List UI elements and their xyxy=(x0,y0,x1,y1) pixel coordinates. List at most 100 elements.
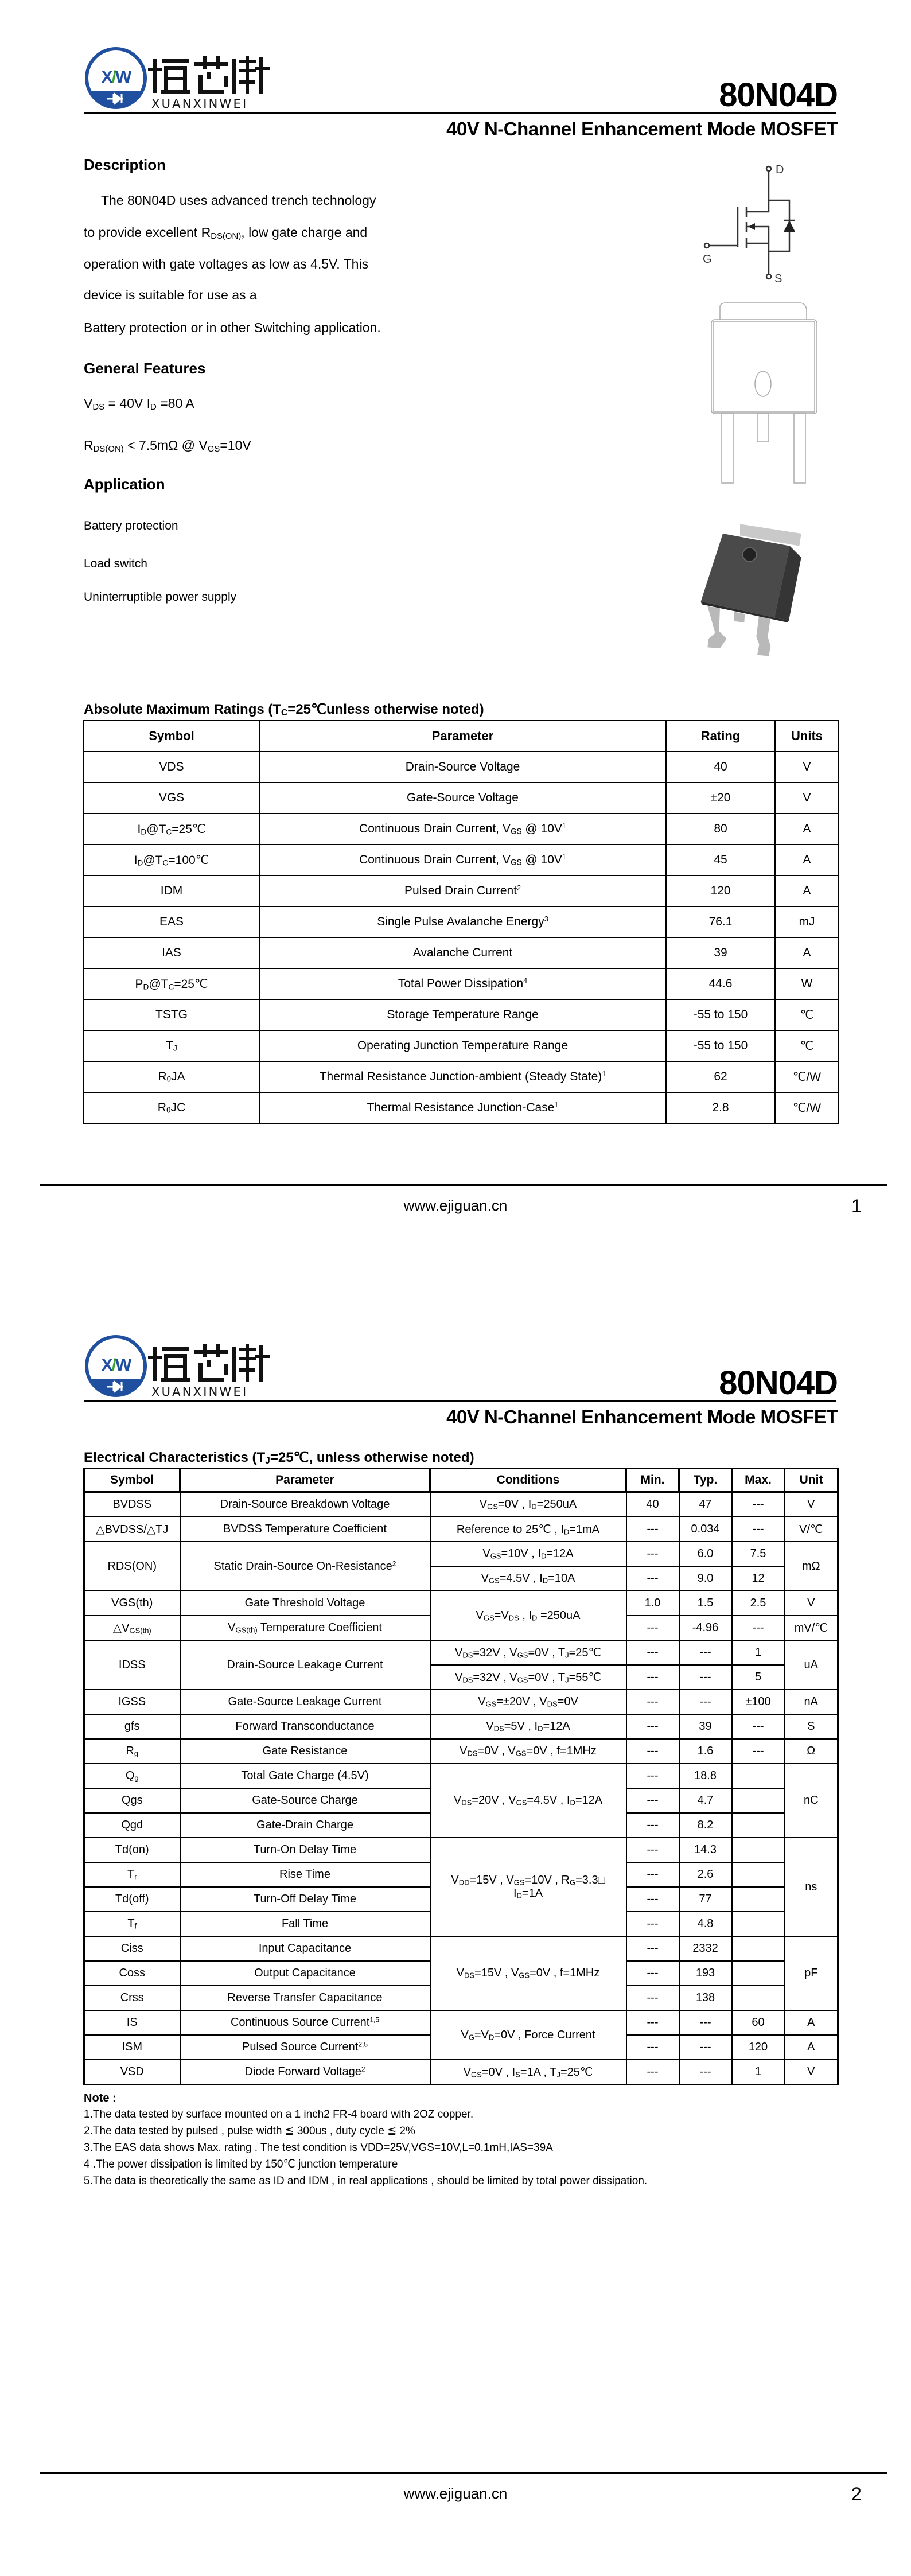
min-cell: --- xyxy=(625,1615,680,1641)
typ-cell: 18.8 xyxy=(678,1763,733,1789)
min-cell: --- xyxy=(625,1837,680,1863)
unit-cell: W xyxy=(774,968,839,1000)
ratings-table-title: Absolute Maximum Ratings (TC=25℃unless o… xyxy=(84,702,484,718)
max-cell: 1 xyxy=(731,2059,785,2085)
table-row: ID@TC=25℃ Continuous Drain Current, VGS @… xyxy=(83,813,839,845)
absolute-maximum-ratings-table: Symbol Parameter Rating Units VDS Drain-Sour… xyxy=(83,720,839,1124)
typ-cell: 47 xyxy=(678,1491,733,1517)
max-cell xyxy=(731,1960,785,1986)
company-logo: X/W XUANXINWEI xyxy=(85,47,270,110)
conditions-cell: VGS=±20V , VDS=0V xyxy=(429,1689,627,1715)
conditions-cell: VDS=32V , VGS=0V , TJ=55℃ xyxy=(429,1664,627,1690)
parameter-cell: Diode Forward Voltage2 xyxy=(179,2059,431,2085)
typ-cell: --- xyxy=(678,2010,733,2036)
min-cell: --- xyxy=(625,1516,680,1542)
description-line: device is suitable for use as a xyxy=(84,287,257,302)
max-cell: 120 xyxy=(731,2034,785,2060)
header-divider xyxy=(84,1400,836,1402)
typ-cell: --- xyxy=(678,2059,733,2085)
typ-cell: 77 xyxy=(678,1886,733,1912)
max-cell: 60 xyxy=(731,2010,785,2036)
table-row: Tf Fall Time --- 4.8 xyxy=(83,1911,838,1937)
conditions-cell: VG=VD=0V , Force Current xyxy=(429,2010,627,2060)
max-cell: --- xyxy=(731,1714,785,1740)
unit-cell: ℃/W xyxy=(774,1092,839,1124)
conditions-cell: VDD=15V , VGS=10V , RG=3.3□ ID=1A xyxy=(429,1837,627,1937)
unit-cell: A xyxy=(774,875,839,907)
package-outline-drawing xyxy=(711,302,817,484)
conditions-cell: VGS=0V , ID=250uA xyxy=(429,1491,627,1517)
min-cell: --- xyxy=(625,1886,680,1912)
parameter-cell: Operating Junction Temperature Range xyxy=(259,1030,667,1062)
min-cell: --- xyxy=(625,1862,680,1888)
unit-cell: A xyxy=(784,2010,839,2036)
max-cell: 7.5 xyxy=(731,1541,785,1567)
symbol-cell: ISM xyxy=(83,2034,181,2060)
rating-cell: 80 xyxy=(665,813,776,845)
svg-text:XUANXINWEI: XUANXINWEI xyxy=(151,1385,248,1398)
description-line: to provide excellent RDS(ON), low gate c… xyxy=(84,225,368,241)
application-heading: Application xyxy=(84,476,165,493)
unit-cell: uA xyxy=(784,1640,839,1690)
unit-cell: pF xyxy=(784,1936,839,2011)
unit-cell: mV/℃ xyxy=(784,1615,839,1641)
table-row: TJ Operating Junction Temperature Range -5… xyxy=(83,1030,839,1062)
parameter-cell: Drain-Source Breakdown Voltage xyxy=(179,1491,431,1517)
unit-cell: A xyxy=(774,844,839,876)
typ-cell: 193 xyxy=(678,1960,733,1986)
conditions-cell: Reference to 25℃ , ID=1mA xyxy=(429,1516,627,1542)
parameter-cell: Fall Time xyxy=(179,1911,431,1937)
features-heading: General Features xyxy=(84,360,206,377)
symbol-cell: IDSS xyxy=(83,1640,181,1690)
max-cell xyxy=(731,1886,785,1912)
table-row: Coss Output Capacitance --- 193 xyxy=(83,1960,838,1986)
symbol-cell: EAS xyxy=(83,906,260,938)
max-cell xyxy=(731,1763,785,1789)
parameter-cell: Forward Transconductance xyxy=(179,1714,431,1740)
unit-cell: V xyxy=(784,2059,839,2085)
unit-cell: A xyxy=(774,813,839,845)
parameter-cell: Continuous Source Current1,5 xyxy=(179,2010,431,2036)
table-row: BVDSS Drain-Source Breakdown Voltage VGS=0… xyxy=(83,1491,839,1517)
description-line: The 80N04D uses advanced trench technolo… xyxy=(101,193,376,208)
typ-cell: --- xyxy=(678,1664,733,1690)
product-subtitle: 40V N-Channel Enhancement Mode MOSFET xyxy=(446,1406,838,1427)
parameter-cell: Total Gate Charge (4.5V) xyxy=(179,1763,431,1789)
parameter-cell: Avalanche Current xyxy=(259,937,667,969)
max-cell: --- xyxy=(731,1516,785,1542)
parameter-cell: Continuous Drain Current, VGS @ 10V1 xyxy=(259,844,667,876)
conditions-cell: VDS=32V , VGS=0V , TJ=25℃ xyxy=(429,1640,627,1666)
table-row: EAS Single Pulse Avalanche Energy3 76.1 mJ xyxy=(83,906,839,938)
feature-item: VDS = 40V ID =80 A xyxy=(84,396,194,412)
typ-cell: 4.7 xyxy=(678,1788,733,1814)
parameter-cell: Gate-Source Voltage xyxy=(259,782,667,814)
table-row: Rg Gate Resistance VDS=0V , VGS=0V , f=1MH… xyxy=(83,1738,839,1764)
unit-cell: nA xyxy=(784,1689,839,1715)
unit-cell: Ω xyxy=(784,1738,839,1764)
max-cell: --- xyxy=(731,1491,785,1517)
rating-cell: -55 to 150 xyxy=(665,1030,776,1062)
symbol-cell: IAS xyxy=(83,937,260,969)
max-cell: ±100 xyxy=(731,1689,785,1715)
svg-text:X/W: X/W xyxy=(102,68,132,87)
table-row: Qgs Gate-Source Charge --- 4.7 xyxy=(83,1788,838,1814)
notes-title: Note : xyxy=(84,2092,116,2104)
table-row: RθJA Thermal Resistance Junction-ambient … xyxy=(83,1061,839,1093)
table-row: ID@TC=100℃ Continuous Drain Current, VGS … xyxy=(83,844,839,876)
symbol-cell: RθJC xyxy=(83,1092,260,1124)
column-header: Rating xyxy=(665,720,776,752)
unit-cell: mJ xyxy=(774,906,839,938)
table-row: IAS Avalanche Current 39 A xyxy=(83,937,839,969)
typ-cell: --- xyxy=(678,2034,733,2060)
min-cell: --- xyxy=(625,1985,680,2011)
unit-cell: V xyxy=(774,782,839,814)
mosfet-symbol-diagram: D G S xyxy=(703,164,795,285)
table-row: Qgd Gate-Drain Charge --- 8.2 xyxy=(83,1812,838,1838)
package-photo xyxy=(700,524,801,656)
unit-cell: nC xyxy=(784,1763,839,1838)
parameter-cell: Rise Time xyxy=(179,1862,431,1888)
description-line: operation with gate voltages as low as 4… xyxy=(84,256,369,271)
parameter-cell: Turn-On Delay Time xyxy=(179,1837,431,1863)
min-cell: 1.0 xyxy=(625,1590,680,1616)
min-cell: --- xyxy=(625,2059,680,2085)
